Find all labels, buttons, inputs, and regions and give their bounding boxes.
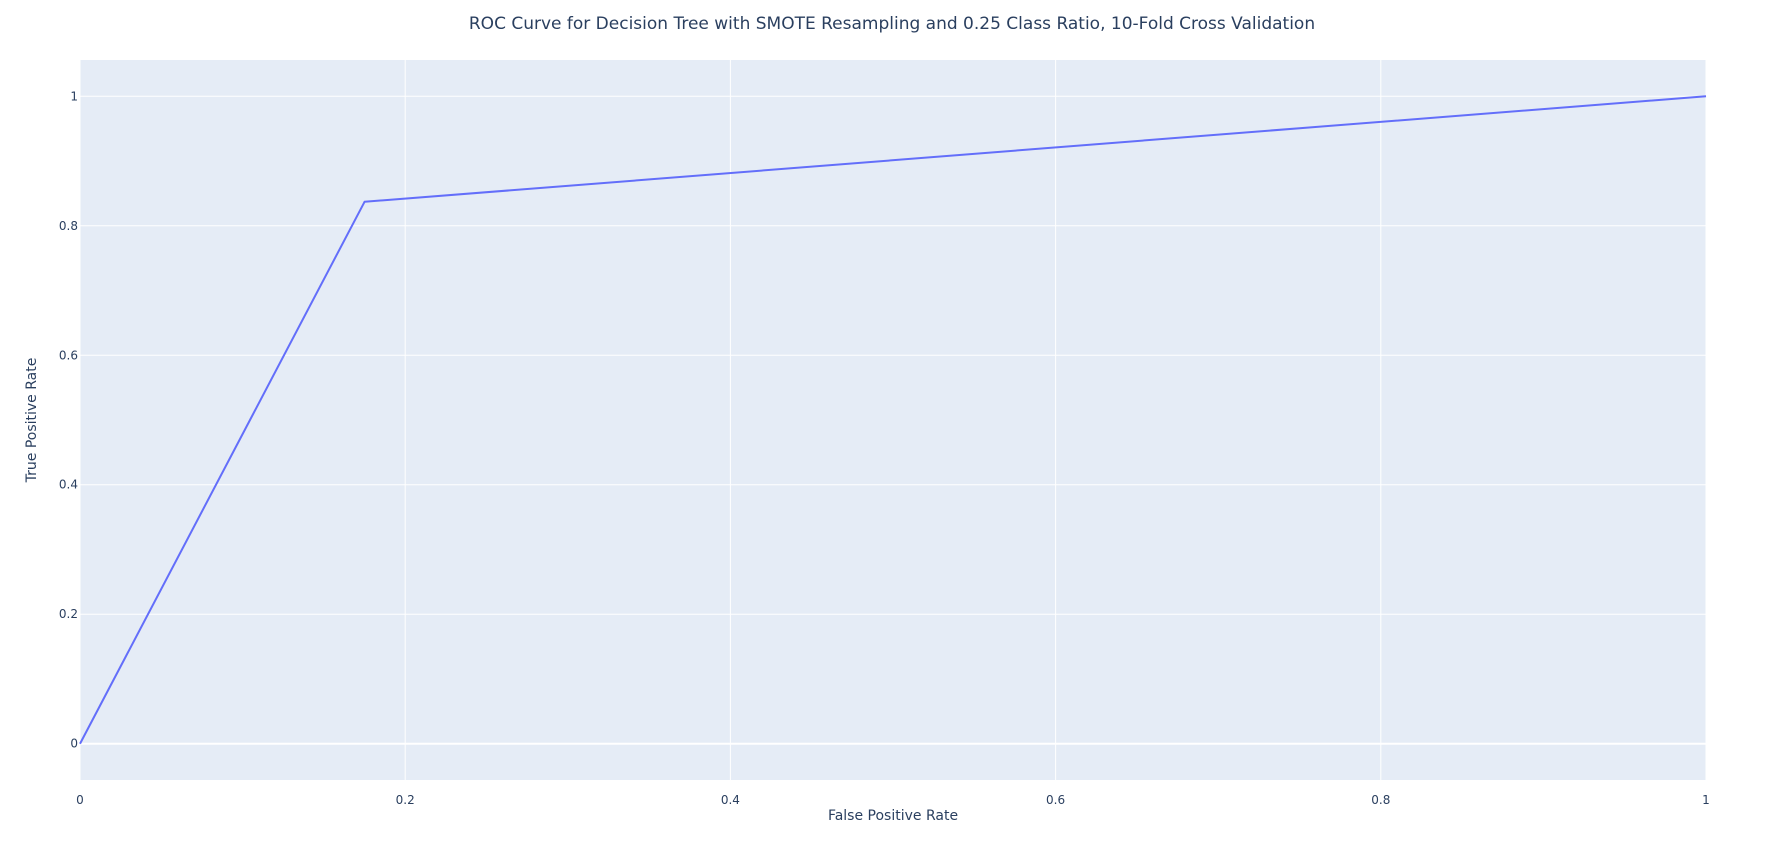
x-tick-label: 0.6: [1046, 793, 1065, 807]
x-tick-label: 0.2: [396, 793, 415, 807]
y-tick-label: 0.4: [59, 478, 78, 492]
x-gridlines: [79, 60, 1707, 780]
chart-title: ROC Curve for Decision Tree with SMOTE R…: [469, 14, 1315, 34]
x-axis-ticks: 0 0.2 0.4 0.6 0.8 1: [76, 793, 1710, 807]
y-tick-label: 0.2: [59, 607, 78, 621]
x-tick-label: 1: [1702, 793, 1710, 807]
x-tick-label: 0.4: [721, 793, 740, 807]
x-tick-label: 0: [76, 793, 84, 807]
y-tick-label: 0.6: [59, 348, 78, 362]
y-tick-label: 0: [70, 737, 78, 751]
y-tick-label: 1: [70, 89, 78, 103]
y-axis-title: True Positive Rate: [24, 358, 40, 484]
x-tick-label: 0.8: [1371, 793, 1390, 807]
series-layer: [79, 95, 1707, 745]
y-axis-ticks: 0 0.2 0.4 0.6 0.8 1: [59, 89, 78, 750]
plot-area: [80, 60, 1706, 780]
x-axis-title: False Positive Rate: [828, 808, 958, 824]
roc-curve-line: [79, 95, 1707, 745]
y-tick-label: 0.8: [59, 219, 78, 233]
